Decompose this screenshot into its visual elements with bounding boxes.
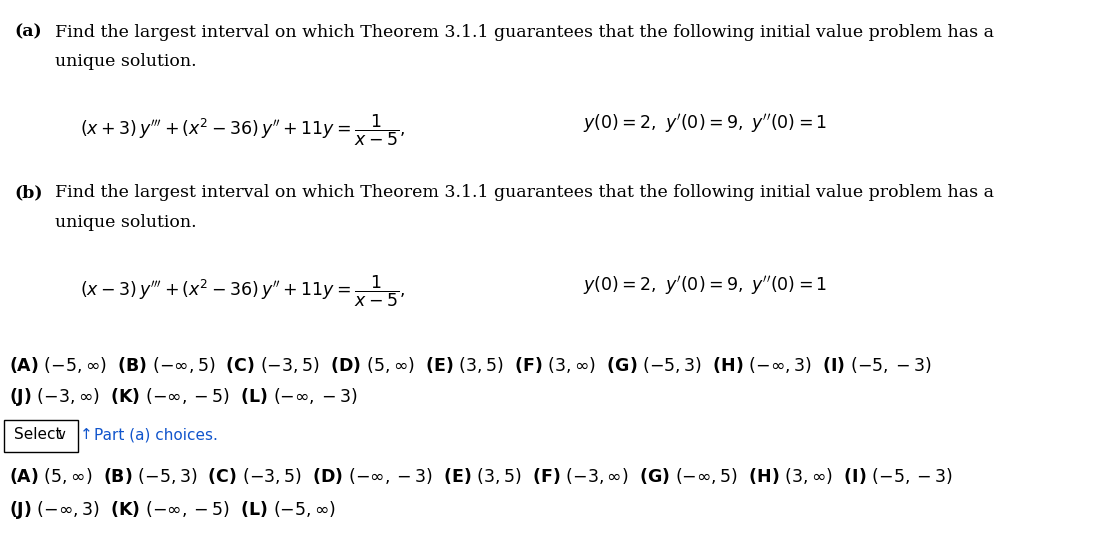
- Text: $\mathbf{(A)}\ (5,\infty)$  $\mathbf{(B)}\ (-5,3)$  $\mathbf{(C)}\ (-3,5)$  $\ma: $\mathbf{(A)}\ (5,\infty)$ $\mathbf{(B)}…: [9, 466, 953, 486]
- Text: Select: Select: [14, 427, 62, 442]
- Text: $\mathbf{(J)}\ (-\infty,3)$  $\mathbf{(K)}\ (-\infty,-5)$  $\mathbf{(L)}\ (-5,\i: $\mathbf{(J)}\ (-\infty,3)$ $\mathbf{(K)…: [9, 499, 337, 521]
- Text: $(x+3)\,y''' + (x^2-36)\,y'' + 11y = \dfrac{1}{x-5},$: $(x+3)\,y''' + (x^2-36)\,y'' + 11y = \df…: [80, 112, 404, 148]
- Text: unique solution.: unique solution.: [55, 214, 197, 231]
- Text: Part (a) choices.: Part (a) choices.: [94, 427, 218, 442]
- Text: (b): (b): [14, 184, 42, 201]
- Text: $y(0)=2,\ y'(0)=9,\ y''(0)=1$: $y(0)=2,\ y'(0)=9,\ y''(0)=1$: [583, 274, 828, 297]
- Text: (a): (a): [14, 23, 42, 41]
- Text: ∨: ∨: [57, 428, 66, 442]
- Text: Find the largest interval on which Theorem 3.1.1 guarantees that the following i: Find the largest interval on which Theor…: [55, 184, 994, 201]
- Text: $(x-3)\,y''' + (x^2-36)\,y'' + 11y = \dfrac{1}{x-5},$: $(x-3)\,y''' + (x^2-36)\,y'' + 11y = \df…: [80, 274, 404, 310]
- Text: unique solution.: unique solution.: [55, 53, 197, 71]
- Text: ↑: ↑: [80, 427, 92, 442]
- Text: $\mathbf{(A)}\ (-5,\infty)$  $\mathbf{(B)}\ (-\infty,5)$  $\mathbf{(C)}\ (-3,5)$: $\mathbf{(A)}\ (-5,\infty)$ $\mathbf{(B)…: [9, 355, 932, 375]
- Text: $y(0)=2,\ y'(0)=9,\ y''(0)=1$: $y(0)=2,\ y'(0)=9,\ y''(0)=1$: [583, 112, 828, 135]
- Text: Find the largest interval on which Theorem 3.1.1 guarantees that the following i: Find the largest interval on which Theor…: [55, 23, 994, 41]
- Text: $\mathbf{(J)}\ (-3,\infty)$  $\mathbf{(K)}\ (-\infty,-5)$  $\mathbf{(L)}\ (-\inf: $\mathbf{(J)}\ (-3,\infty)$ $\mathbf{(K)…: [9, 386, 358, 408]
- FancyBboxPatch shape: [4, 420, 78, 452]
